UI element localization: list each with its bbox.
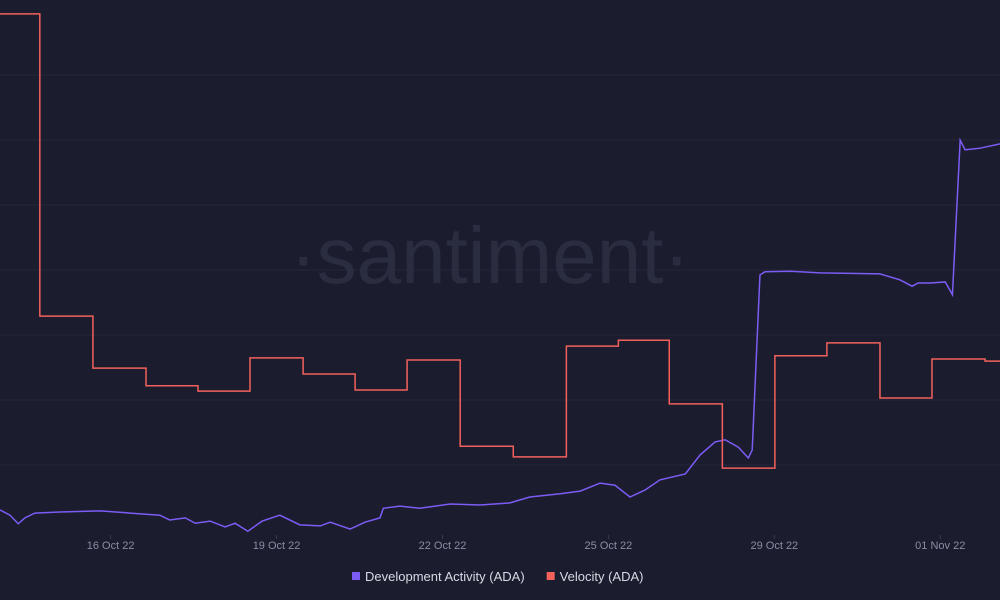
x-tick-label: 29 Oct 22 <box>750 540 798 552</box>
x-tick-label: 22 Oct 22 <box>419 540 467 552</box>
x-tick-label: 19 Oct 22 <box>253 540 301 552</box>
x-tick-label: 25 Oct 22 <box>585 540 633 552</box>
legend-swatch <box>352 572 360 580</box>
x-tick-label: 16 Oct 22 <box>87 540 135 552</box>
background-grid <box>0 74 1000 466</box>
legend-label: Development Activity (ADA) <box>365 569 525 584</box>
legend-swatch <box>546 572 555 580</box>
legend-label: Velocity (ADA) <box>560 569 644 584</box>
series-line <box>0 13 1000 469</box>
x-tick-label: 01 Nov 22 <box>915 540 965 552</box>
watermark: ·santiment· <box>290 211 690 300</box>
series-line <box>0 137 1000 533</box>
